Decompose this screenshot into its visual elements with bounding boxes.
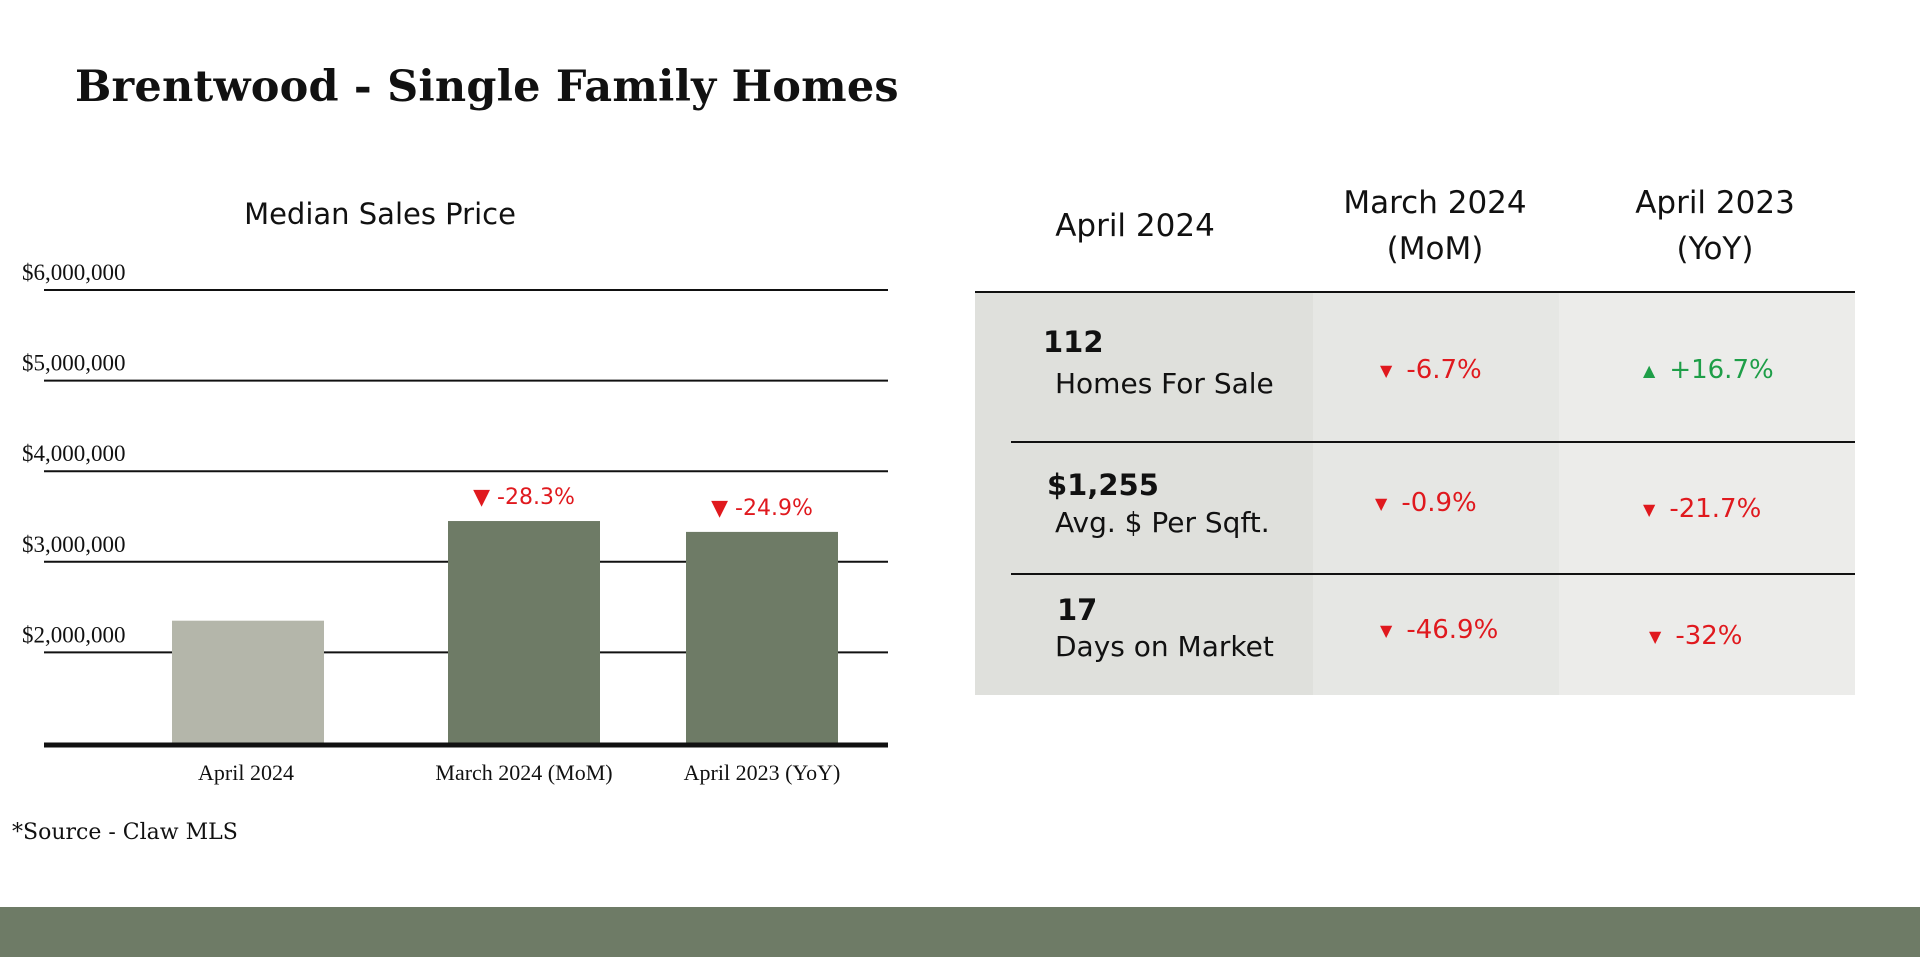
row1-mom-arrow-icon: ▼ <box>1380 361 1393 380</box>
row2-mom-arrow-icon: ▼ <box>1375 494 1388 513</box>
row2-value: $1,255 <box>1047 468 1159 502</box>
x-tick-label-2: April 2023 (YoY) <box>684 760 841 785</box>
bar-2 <box>686 531 838 743</box>
header-yoy: April 2023 (YoY) <box>1585 180 1845 272</box>
row3-yoy-change: ▼ -32% <box>1649 621 1742 651</box>
header-mom-line2: (MoM) <box>1386 231 1484 267</box>
row2-yoy-arrow-icon: ▼ <box>1643 500 1656 519</box>
row1-yoy-text: +16.7% <box>1669 355 1774 385</box>
y-tick-label-4: $6,000,000 <box>22 260 126 285</box>
header-yoy-line1: April 2023 <box>1635 185 1795 221</box>
column-band-current <box>975 293 1313 695</box>
header-mom: March 2024 (MoM) <box>1305 180 1565 272</box>
row1-mom-text: -6.7% <box>1406 355 1482 385</box>
row1-label: Homes For Sale <box>1055 367 1274 400</box>
bar-0 <box>172 620 324 743</box>
row-divider-2 <box>1011 573 1855 575</box>
row1-yoy-arrow-icon: ▲ <box>1643 361 1656 380</box>
header-yoy-line2: (YoY) <box>1676 231 1754 267</box>
y-tick-label-0: $2,000,000 <box>22 622 126 647</box>
row3-mom-change: ▼ -46.9% <box>1380 615 1498 645</box>
median-sales-price-chart: Median Sales Price $2,000,000 $3,000,000 $4… <box>22 197 888 785</box>
row3-yoy-arrow-icon: ▼ <box>1649 627 1662 646</box>
column-band-mom <box>1313 293 1559 695</box>
row3-mom-text: -46.9% <box>1406 615 1499 645</box>
data-label-1: ▼ -28.3% <box>473 485 575 510</box>
row1-mom-change: ▼ -6.7% <box>1380 355 1482 385</box>
x-tick-label-1: March 2024 (MoM) <box>435 760 612 785</box>
row2-mom-text: -0.9% <box>1401 488 1477 518</box>
x-tick-label-0: April 2024 <box>198 760 294 785</box>
row1-value: 112 <box>1043 325 1104 359</box>
bar-1 <box>448 521 600 743</box>
row-divider-1 <box>1011 441 1855 443</box>
footer-band <box>0 907 1920 957</box>
row3-value: 17 <box>1057 593 1098 627</box>
y-tick-label-2: $4,000,000 <box>22 441 126 466</box>
row3-mom-arrow-icon: ▼ <box>1380 621 1393 640</box>
row1-yoy-change: ▲ +16.7% <box>1643 355 1774 385</box>
source-note: *Source - Claw MLS <box>12 820 238 845</box>
page-title: Brentwood - Single Family Homes <box>75 62 899 112</box>
row2-yoy-text: -21.7% <box>1669 494 1762 524</box>
row3-yoy-text: -32% <box>1675 621 1743 651</box>
row3-label: Days on Market <box>1055 630 1274 663</box>
header-mom-line1: March 2024 <box>1343 185 1527 221</box>
header-rule <box>975 291 1855 293</box>
data-label-2: ▼ -24.9% <box>711 496 813 521</box>
row2-yoy-change: ▼ -21.7% <box>1643 494 1761 524</box>
row2-label: Avg. $ Per Sqft. <box>1055 506 1270 539</box>
column-band-yoy <box>1559 293 1855 695</box>
chart-title: Median Sales Price <box>244 197 516 231</box>
y-tick-label-1: $3,000,000 <box>22 532 126 557</box>
row2-mom-change: ▼ -0.9% <box>1375 488 1477 518</box>
header-current: April 2024 <box>1015 203 1255 249</box>
header-current-line1: April 2024 <box>1055 208 1215 244</box>
stats-table: April 2024 March 2024 (MoM) April 2023 (… <box>975 180 1855 695</box>
y-tick-label-3: $5,000,000 <box>22 351 126 376</box>
